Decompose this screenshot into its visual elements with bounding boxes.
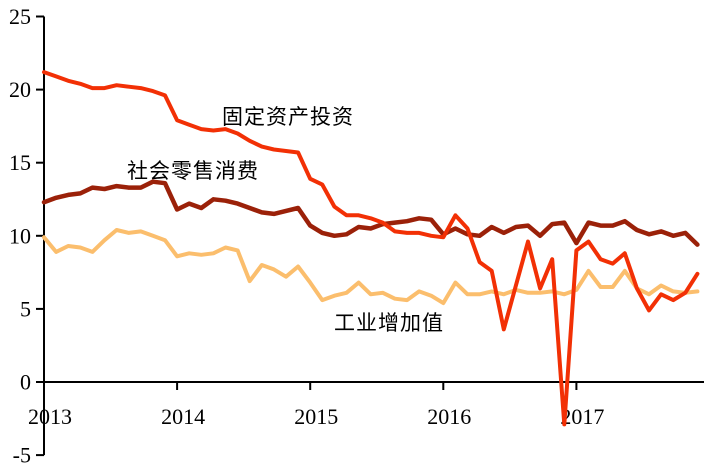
x-tick-label: 2013 bbox=[28, 404, 72, 429]
y-tick-label: 15 bbox=[9, 150, 31, 175]
series-line-2 bbox=[42, 228, 700, 306]
x-tick-label: 2014 bbox=[161, 404, 205, 429]
y-tick-label: 0 bbox=[20, 370, 31, 395]
y-tick-label: 10 bbox=[9, 223, 31, 248]
series-line-1 bbox=[41, 179, 700, 247]
x-tick-label: 2015 bbox=[294, 404, 338, 429]
series-line-0 bbox=[42, 70, 700, 427]
series-label-fixed-asset-investment: 固定资产投资 bbox=[222, 105, 354, 129]
x-tick-label: 2016 bbox=[427, 404, 471, 429]
y-tick-label: 25 bbox=[9, 4, 31, 29]
y-tick-label: 5 bbox=[20, 296, 31, 321]
y-tick-label: 20 bbox=[9, 77, 31, 102]
x-tick-label: 2017 bbox=[560, 404, 604, 429]
series-label-industrial-value-added: 工业增加值 bbox=[334, 311, 444, 335]
y-tick-label: -5 bbox=[13, 443, 31, 468]
series-label-retail-sales: 社会零售消费 bbox=[127, 159, 259, 183]
